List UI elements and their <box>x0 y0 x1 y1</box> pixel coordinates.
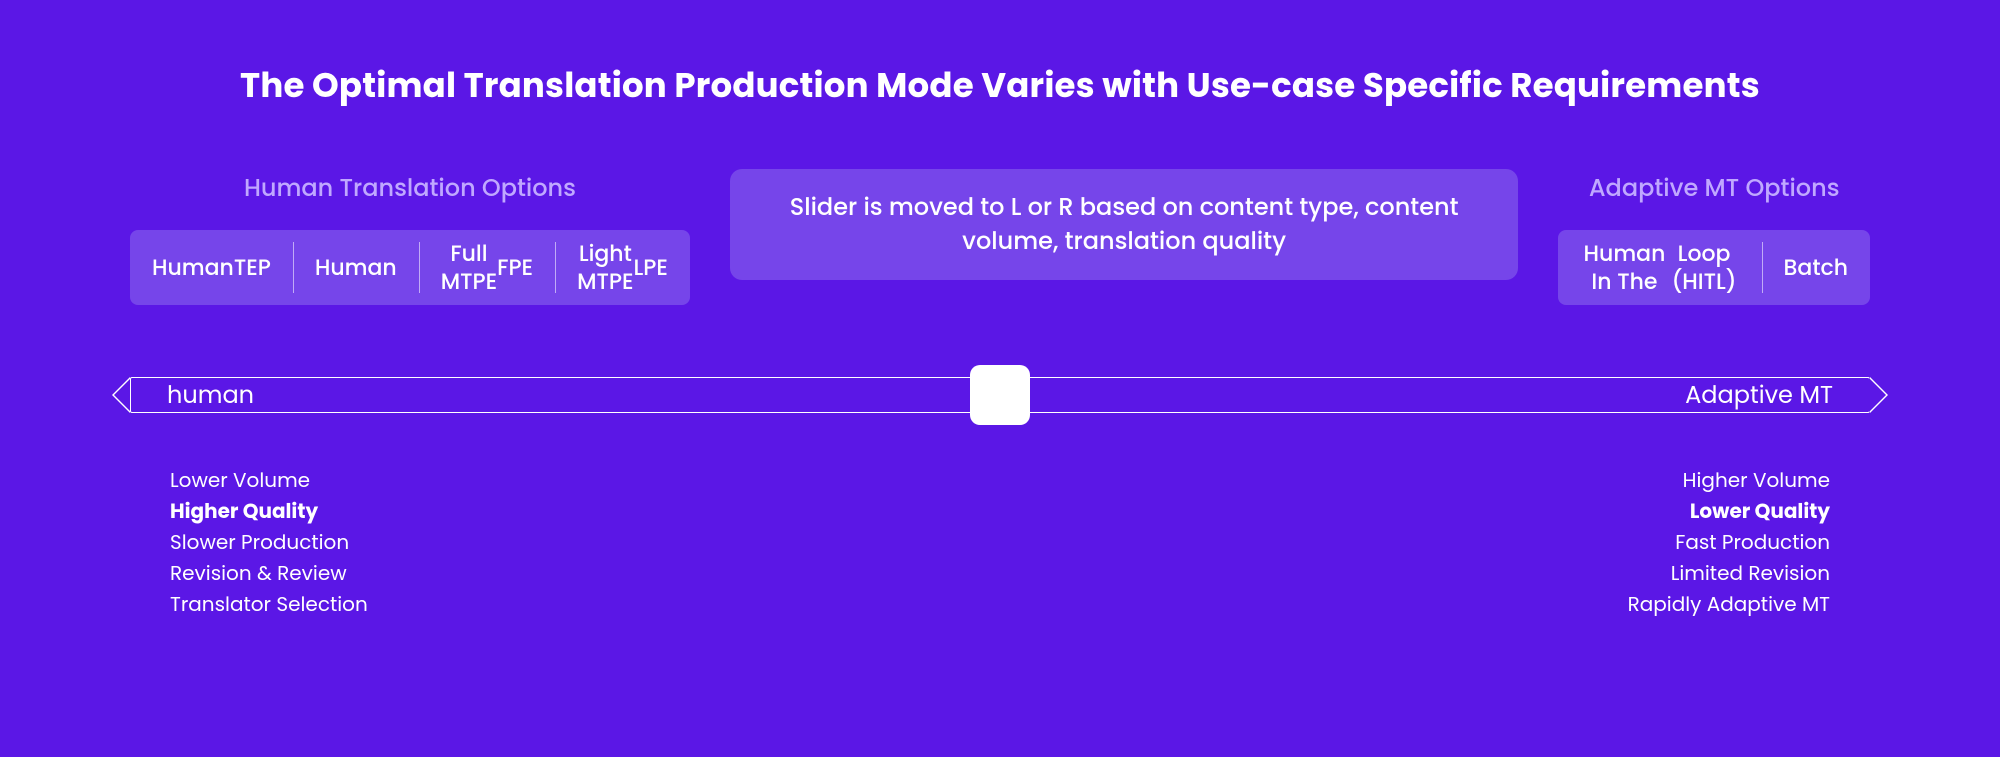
diagram-canvas: The Optimal Translation Production Mode … <box>0 0 2000 757</box>
attribute-line: Lower Quality <box>1628 496 1830 527</box>
chip-full-mtpe: Full MTPEFPE <box>419 230 555 305</box>
attribute-line: Slower Production <box>170 527 368 558</box>
attributes-row: Lower VolumeHigher QualitySlower Product… <box>130 465 1870 620</box>
attribute-line: Revision & Review <box>170 558 368 589</box>
slider-right-label: Adaptive MT <box>1685 378 1833 413</box>
attribute-line: Higher Volume <box>1628 465 1830 496</box>
mt-group-label: Adaptive MT Options <box>1589 171 1840 206</box>
slider[interactable]: human Adaptive MT <box>130 365 1870 425</box>
chip-batch: Batch <box>1762 230 1870 305</box>
slider-arrow-right-fill <box>1869 378 1886 412</box>
human-chip-row: HumanTEP Human Full MTPEFPE Light MTPELP… <box>130 230 690 305</box>
slider-arrow-left-fill <box>114 378 131 412</box>
attribute-line: Fast Production <box>1628 527 1830 558</box>
chip-light-mtpe: Light MTPELPE <box>555 230 690 305</box>
chip-human: Human <box>293 230 419 305</box>
attribute-line: Higher Quality <box>170 496 368 527</box>
left-attributes: Lower VolumeHigher QualitySlower Product… <box>170 465 368 620</box>
options-row: Human Translation Options HumanTEP Human… <box>130 171 1870 305</box>
chip-hitl: Human In TheLoop (HITL) <box>1558 230 1761 305</box>
slider-handle[interactable] <box>970 365 1030 425</box>
slider-description-card: Slider is moved to L or R based on conte… <box>730 169 1518 280</box>
mt-options-group: Adaptive MT Options Human In TheLoop (HI… <box>1558 171 1870 305</box>
chip-human-tep: HumanTEP <box>130 230 293 305</box>
slider-left-label: human <box>167 378 254 413</box>
human-group-label: Human Translation Options <box>244 171 576 206</box>
mt-chip-row: Human In TheLoop (HITL) Batch <box>1558 230 1870 305</box>
right-attributes: Higher VolumeLower QualityFast Productio… <box>1628 465 1830 620</box>
attribute-line: Lower Volume <box>170 465 368 496</box>
page-title: The Optimal Translation Production Mode … <box>130 60 1870 111</box>
attribute-line: Translator Selection <box>170 589 368 620</box>
attribute-line: Rapidly Adaptive MT <box>1628 589 1830 620</box>
human-options-group: Human Translation Options HumanTEP Human… <box>130 171 690 305</box>
attribute-line: Limited Revision <box>1628 558 1830 589</box>
